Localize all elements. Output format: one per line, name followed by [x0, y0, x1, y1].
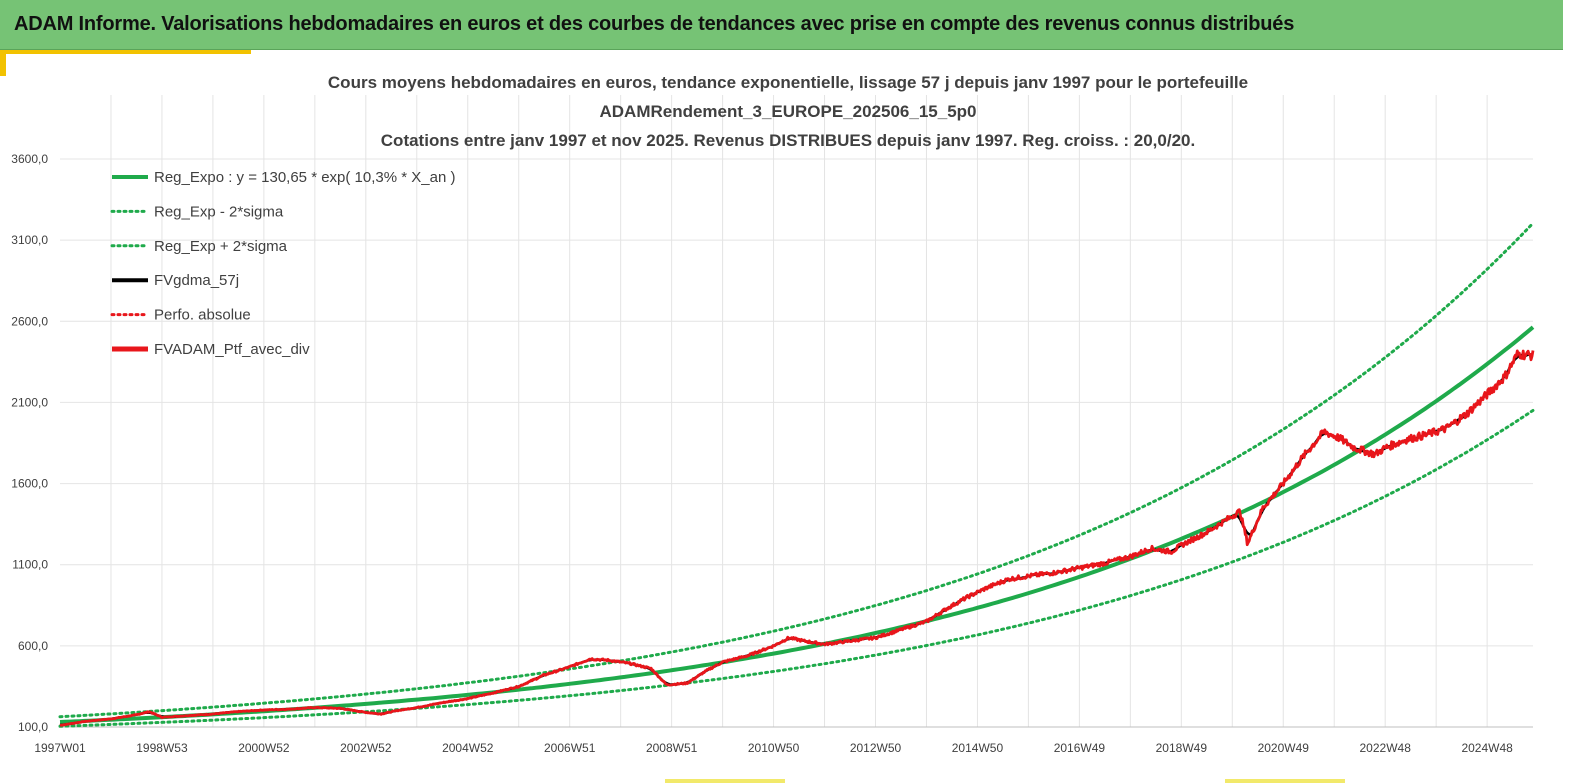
series-reg: [59, 325, 1535, 724]
legend-item-reg-low: Reg_Exp - 2*sigma: [110, 203, 284, 220]
x-tick-label: 2006W51: [544, 741, 596, 755]
accent-bar-bottom-right: [1225, 779, 1345, 783]
y-tick-label: 3600,0: [11, 152, 48, 166]
accent-bar-top: [6, 50, 251, 54]
legend-item-reg-high: Reg_Exp + 2*sigma: [110, 238, 288, 255]
y-tick-label: 2600,0: [11, 314, 48, 328]
legend-item-perfo: Perfo. absolue: [110, 307, 251, 324]
accent-bar-bottom: [665, 779, 785, 783]
y-tick-label: 1100,0: [12, 558, 48, 572]
chart-title-line-1: Cours moyens hebdomadaires en euros, ten…: [328, 73, 1248, 92]
x-tick-label: 2012W50: [850, 741, 902, 755]
legend-label: Reg_Expo : y = 130,65 * exp( 10,3% * X_a…: [154, 169, 455, 186]
legend-item-smooth: FVgdma_57j: [112, 272, 239, 289]
x-tick-label: 2024W48: [1461, 741, 1513, 755]
y-axis: 100,0 600,0 1100,0 1600,0 2100,0 2600,0 3100,0…: [11, 152, 48, 734]
series-reg-low: [58, 408, 1535, 728]
x-tick-label: 1997W01: [34, 741, 86, 755]
x-axis: 1997W01 1998W53 2000W52 2002W52 2004W52 2006W…: [34, 726, 1533, 755]
x-tick-label: 2022W48: [1360, 741, 1412, 755]
legend-label: Reg_Exp + 2*sigma: [154, 238, 288, 255]
x-tick-label: 2020W49: [1258, 741, 1310, 755]
header-banner: ADAM Informe. Valorisations hebdomadaire…: [0, 0, 1563, 50]
y-tick-label: 600,0: [18, 639, 48, 653]
legend-label: Reg_Exp - 2*sigma: [154, 203, 284, 220]
x-tick-label: 2018W49: [1156, 741, 1208, 755]
x-tick-label: 2016W49: [1054, 741, 1106, 755]
legend-label: FVADAM_Ptf_avec_div: [154, 341, 310, 358]
x-tick-label: 2002W52: [340, 741, 392, 755]
y-tick-label: 1600,0: [11, 477, 48, 491]
chart-title: Cours moyens hebdomadaires en euros, ten…: [328, 73, 1248, 150]
y-tick-label: 3100,0: [11, 233, 48, 247]
chart-title-line-2: ADAMRendement_3_EUROPE_202506_15_5p0: [599, 102, 976, 121]
series-reg-high: [58, 221, 1535, 719]
x-tick-label: 2004W52: [442, 741, 494, 755]
x-tick-label: 1998W53: [136, 741, 188, 755]
x-tick-label: 2000W52: [238, 741, 290, 755]
legend-item-reg: Reg_Expo : y = 130,65 * exp( 10,3% * X_a…: [112, 169, 455, 186]
y-tick-label: 2100,0: [11, 395, 48, 409]
y-tick-label: 100,0: [18, 720, 48, 734]
legend-label: Perfo. absolue: [154, 307, 251, 324]
legend: Reg_Expo : y = 130,65 * exp( 10,3% * X_a…: [110, 169, 455, 358]
legend-item-ptf: FVADAM_Ptf_avec_div: [112, 341, 310, 358]
x-tick-label: 2008W51: [646, 741, 698, 755]
chart-title-line-3: Cotations entre janv 1997 et nov 2025. R…: [381, 131, 1195, 150]
series-ptf: [59, 349, 1535, 727]
series: [58, 221, 1535, 728]
accent-bar-left: [0, 50, 6, 76]
grid: [60, 95, 1533, 728]
page-title: ADAM Informe. Valorisations hebdomadaire…: [14, 13, 1295, 35]
x-tick-label: 2010W50: [748, 741, 800, 755]
x-tick-label: 2014W50: [952, 741, 1004, 755]
legend-label: FVgdma_57j: [154, 272, 239, 289]
